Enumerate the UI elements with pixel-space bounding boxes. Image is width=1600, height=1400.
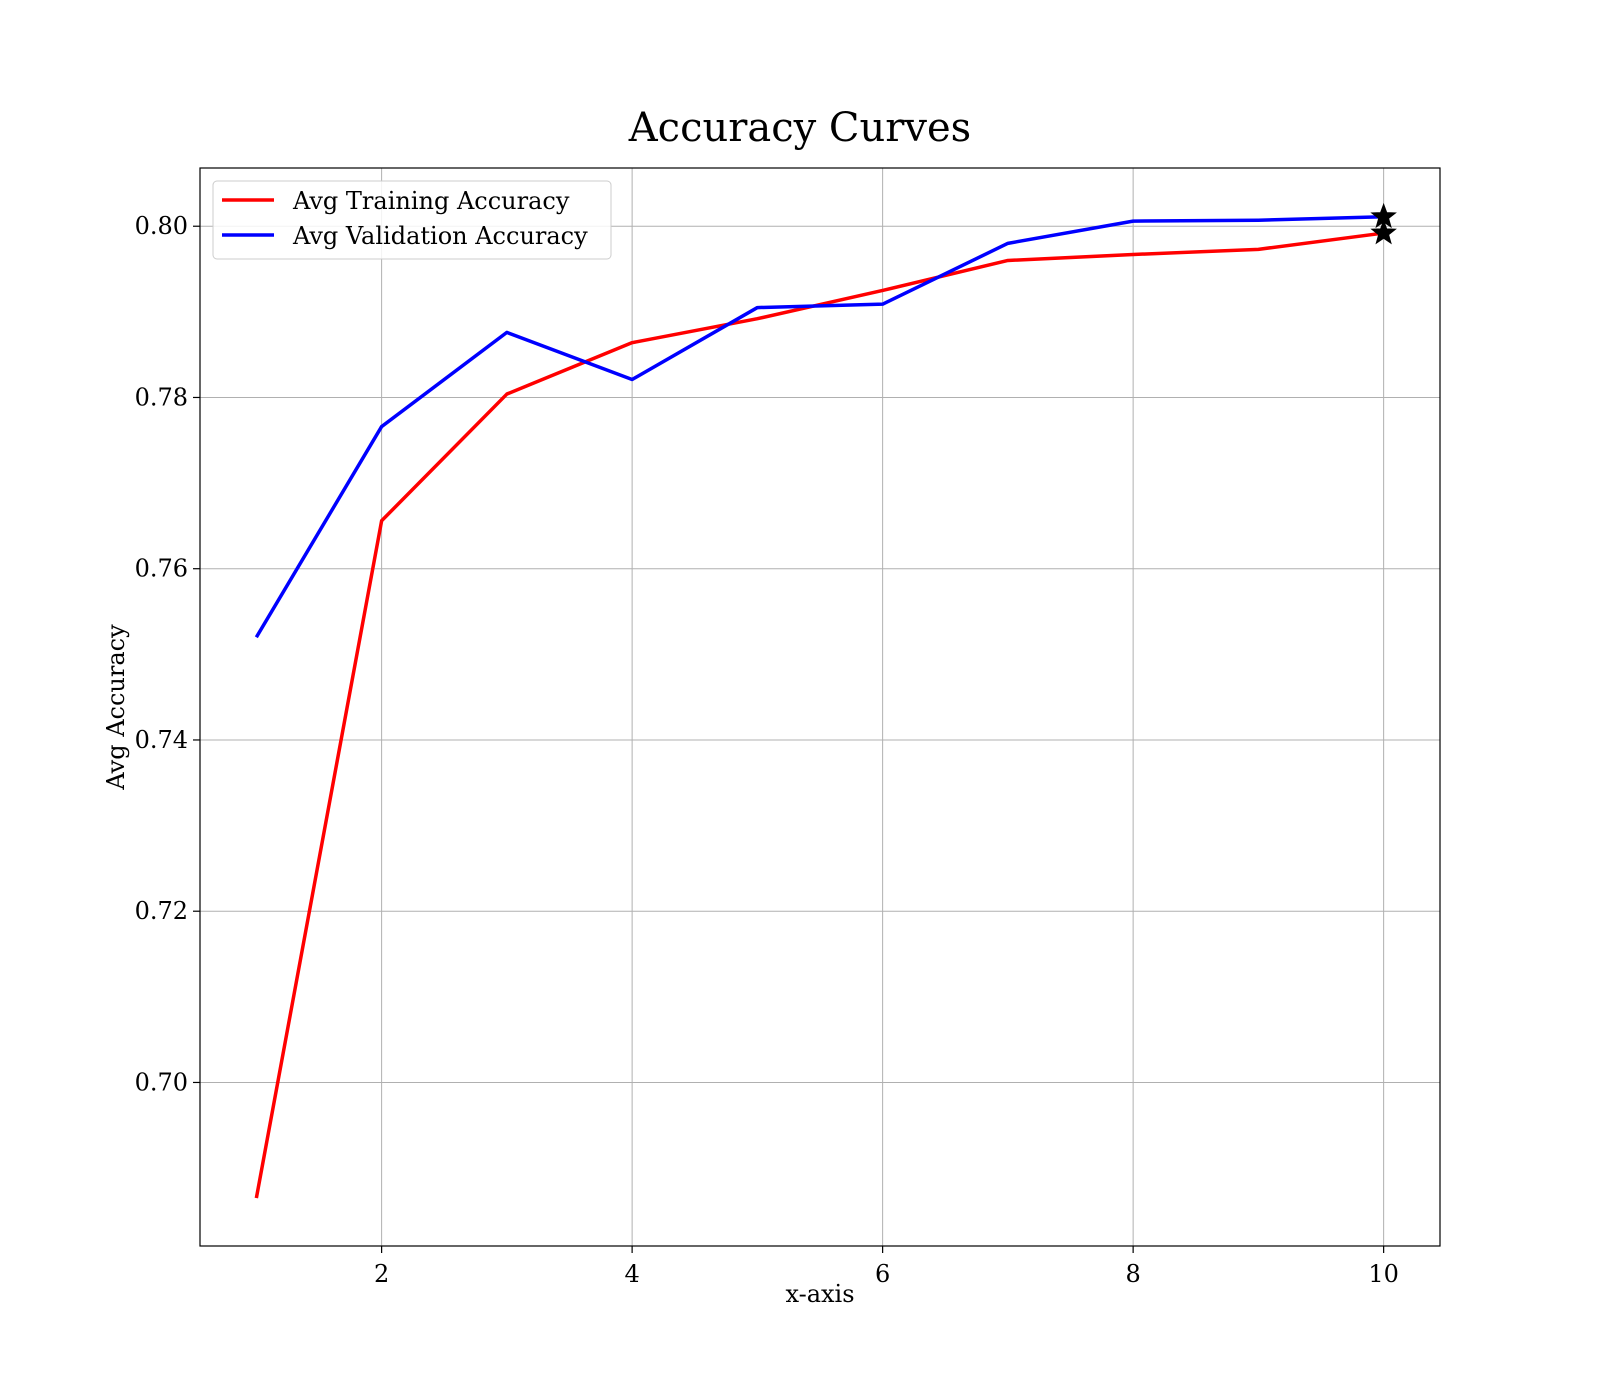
legend-label-validation: Avg Validation Accuracy	[292, 222, 588, 250]
x-tick-label: 4	[624, 1260, 639, 1288]
y-tick-label: 0.76	[135, 555, 188, 583]
plot-frame	[199, 167, 1441, 1247]
x-tick-label: 8	[1125, 1260, 1140, 1288]
legend-label-training: Avg Training Accuracy	[292, 187, 570, 215]
x-tick-label: 6	[875, 1260, 890, 1288]
y-tick-label: 0.78	[135, 383, 188, 411]
x-axis-label: x-axis	[785, 1280, 854, 1308]
legend-box	[212, 180, 612, 260]
x-tick-label: 2	[374, 1260, 389, 1288]
y-tick-label: 0.80	[135, 212, 188, 240]
series-line-validation	[254, 215, 1384, 639]
end-markers	[1370, 202, 1397, 245]
y-tick-label: 0.72	[135, 897, 188, 925]
star-marker-training	[1370, 219, 1397, 245]
plot-area	[200, 168, 1440, 1246]
legend: Avg Training Accuracy Avg Validation Acc…	[212, 180, 612, 260]
y-tick-label: 0.70	[135, 1068, 188, 1096]
x-tick-label: 10	[1368, 1260, 1399, 1288]
series-lines	[254, 215, 1384, 1199]
star-marker-validation	[1370, 202, 1397, 229]
grid	[200, 168, 1440, 1246]
axis-ticks: 2 4 6 8 10 0.70 0.72 0.74 0.76 0.78 0.80	[135, 212, 1399, 1288]
y-tick-label: 0.74	[135, 726, 188, 754]
y-axis-label: Avg Accuracy	[102, 624, 130, 791]
chart-title: Accuracy Curves	[628, 105, 971, 151]
